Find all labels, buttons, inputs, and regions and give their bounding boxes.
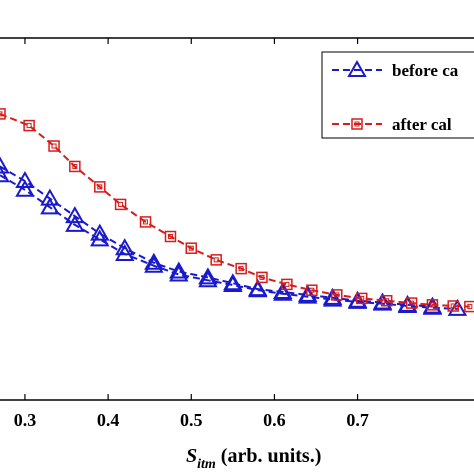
data-point-square-inner [167,234,173,240]
data-point-triangle [15,171,35,189]
data-point-square [0,108,6,120]
data-point-square-inner [334,292,340,298]
data-point-square-inner [97,184,103,190]
data-point-triangle [248,280,268,298]
data-point-square-inner [284,281,290,287]
x-tick-label: 0.6 [263,410,286,430]
data-point-triangle [90,223,110,241]
data-point-square-inner [26,123,32,129]
legend-marker-square-inner [354,121,360,127]
legend: before ca after cal [321,51,474,139]
legend-marker-triangle [347,59,367,77]
data-point-square [380,294,393,307]
data-point-triangle [40,197,60,215]
data-point-square-inner [359,295,365,301]
data-point-square-inner [309,287,315,293]
data-point-square [281,278,293,291]
data-point-square [464,300,474,313]
x-tick-label: 0.3 [14,410,37,430]
data-point-square-inner [259,274,265,280]
data-point-square-inner [51,143,57,149]
data-point-triangle [0,156,10,174]
data-point-triangle [347,291,368,309]
data-point-square-inner [188,245,194,251]
data-point-square-inner [213,257,219,263]
data-point-triangle [15,179,35,197]
data-point-triangle [169,264,189,282]
x-axis-label-main: S [186,445,197,467]
data-point-square [94,181,106,193]
data-point-square [23,119,35,132]
data-point-square-inner [238,266,244,272]
data-point-square [235,262,247,275]
data-point-triangle [90,229,110,247]
data-point-triangle [144,252,164,270]
series-1 [0,165,468,316]
x-axis-label: Sitm (arb. units.) [186,445,321,472]
x-tick-label: 0.7 [346,410,369,430]
data-point-square-inner [143,219,149,225]
data-point-square [426,299,439,311]
data-point-square [210,254,222,266]
data-point-triangle [115,244,135,262]
data-point-triangle [273,283,293,301]
data-point-triangle [0,165,10,183]
data-point-square-inner [384,298,390,304]
series-2 [0,108,474,313]
data-point-triangle [40,188,60,206]
data-point-square [69,160,81,173]
data-point-square-inner [467,304,473,310]
data-point-triangle [169,261,189,279]
data-point-square [114,198,127,211]
data-point-square [447,300,459,312]
legend-label-before: before ca [392,61,459,80]
series-0 [0,156,443,314]
series-line [0,112,470,308]
x-tick-label: 0.4 [97,410,120,430]
data-point-square [331,289,343,301]
x-axis-label-subscript: itm [197,457,216,472]
data-point-triangle [422,297,443,315]
data-point-square [48,140,60,152]
data-point-square-inner [450,303,456,309]
data-point-triangle [198,267,218,285]
legend-entry-before: before ca [332,59,459,80]
data-point-square [405,297,418,309]
data-point-square-inner [429,302,435,308]
data-point-square-inner [0,111,3,117]
data-point-square [139,216,152,228]
data-point-square-inner [118,201,124,207]
data-point-square [355,292,368,305]
legend-marker-square [351,118,363,130]
data-point-triangle [144,255,164,273]
data-point-triangle [198,270,218,288]
series-line [0,174,458,310]
data-point-square [256,271,268,284]
legend-entry-after: after cal [332,115,452,134]
data-point-square [164,230,177,243]
data-point-triangle [65,214,85,232]
x-tick-label: 0.5 [180,410,203,430]
series-layer [0,108,474,316]
data-point-triangle [65,206,85,224]
data-point-square [306,284,318,296]
data-point-square-inner [409,300,415,306]
x-axis-label-suffix: (arb. units.) [216,445,322,467]
data-point-square-inner [72,163,78,169]
axes [0,37,474,401]
legend-label-after: after cal [392,115,452,134]
data-point-triangle [322,289,343,307]
data-point-triangle [223,274,243,292]
ticks-layer: 0.3 0.4 0.5 0.6 0.7 [14,38,369,430]
data-point-square [185,242,198,254]
